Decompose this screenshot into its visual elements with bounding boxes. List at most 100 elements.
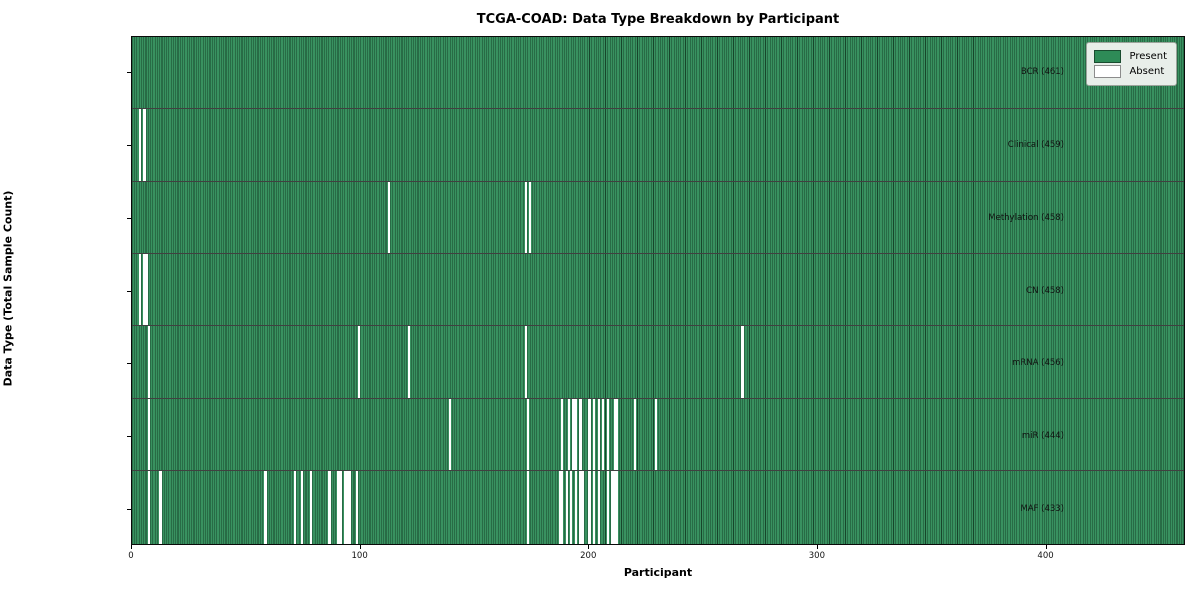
absent-bar	[606, 398, 609, 471]
absent-bar	[344, 471, 347, 544]
absent-bar	[588, 471, 591, 544]
absent-bar	[524, 326, 527, 398]
absent-bar	[145, 254, 148, 326]
y-tick-mark	[127, 508, 131, 510]
absent-bar	[339, 471, 342, 544]
chart-title: TCGA-COAD: Data Type Breakdown by Partic…	[476, 12, 840, 27]
absent-bar	[741, 326, 744, 398]
absent-bar	[561, 471, 564, 544]
present-cells	[132, 254, 1184, 326]
absent-bar	[449, 398, 452, 471]
absent-bar	[602, 398, 605, 471]
absent-bar	[572, 398, 575, 471]
y-tick-mark	[127, 290, 131, 292]
y-tick-label-methylation: Methylation (458)	[988, 212, 1064, 223]
plot-area: Present Absent	[131, 36, 1185, 545]
y-tick-mark	[127, 145, 131, 147]
absent-bar	[294, 471, 297, 544]
absent-bar	[567, 398, 571, 471]
absent-bar	[613, 471, 616, 544]
present-cells	[132, 471, 1184, 544]
absent-bar	[579, 471, 582, 544]
absent-bar	[387, 181, 390, 254]
absent-bar	[588, 398, 591, 471]
absent-bar	[337, 471, 340, 544]
y-tick-mark	[127, 435, 131, 437]
absent-bar	[348, 471, 352, 544]
absent-bar	[328, 471, 331, 544]
x-tick-mark	[131, 545, 132, 549]
absent-bar	[574, 398, 577, 471]
y-tick-label-clinical: Clinical (459)	[1007, 140, 1064, 151]
x-tick-label-0: 0	[128, 551, 134, 561]
absent-bar	[615, 398, 619, 471]
heatmap-rows	[132, 37, 1184, 544]
x-tick-mark	[588, 545, 590, 549]
x-tick-mark	[816, 545, 818, 549]
y-tick-label-bcr: BCR (461)	[1020, 67, 1064, 78]
absent-bar	[138, 254, 142, 326]
absent-bar	[300, 471, 304, 544]
legend-swatch-absent	[1094, 65, 1122, 78]
absent-bar	[634, 398, 637, 471]
absent-bar	[611, 471, 614, 544]
present-cells	[132, 37, 1184, 109]
absent-bar	[143, 109, 146, 181]
present-cells	[132, 326, 1184, 398]
absent-bar	[147, 398, 151, 471]
present-cells	[132, 398, 1184, 471]
absent-bar	[592, 398, 596, 471]
y-tick-label-mir: miR (444)	[1021, 430, 1064, 441]
heatmap-row-cn	[132, 254, 1184, 327]
present-cells	[132, 109, 1184, 181]
absent-bar	[592, 471, 596, 544]
absent-bar	[159, 471, 162, 544]
absent-bar	[309, 471, 313, 544]
absent-bar	[524, 181, 527, 254]
absent-bar	[565, 471, 568, 544]
absent-bar	[357, 326, 361, 398]
y-tick-mark	[127, 217, 131, 219]
legend-label: Present	[1129, 51, 1167, 62]
absent-bar	[529, 181, 532, 254]
absent-bar	[408, 326, 411, 398]
y-tick-mark	[127, 363, 131, 365]
x-tick-mark	[1045, 545, 1047, 549]
absent-bar	[606, 471, 609, 544]
absent-bar	[526, 398, 530, 471]
legend: Present Absent	[1086, 42, 1177, 86]
y-tick-label-cn: CN (458)	[1026, 285, 1064, 296]
heatmap-row-bcr	[132, 37, 1184, 110]
y-tick-label-maf: MAF (433)	[1020, 503, 1064, 514]
absent-bar	[570, 471, 573, 544]
absent-bar	[613, 398, 616, 471]
absent-bar	[597, 471, 600, 544]
legend-entry-absent: Absent	[1094, 65, 1167, 78]
absent-bar	[355, 471, 358, 544]
heatmap-row-mir	[132, 398, 1184, 472]
absent-bar	[264, 471, 267, 544]
y-tick-label-mrna: mRNA (456)	[1012, 358, 1064, 369]
x-tick-label-200: 200	[580, 551, 597, 561]
absent-bar	[561, 398, 564, 471]
heatmap-row-methylation	[132, 181, 1184, 255]
absent-bar	[579, 398, 582, 471]
absent-bar	[138, 109, 142, 181]
x-axis-label: Participant	[623, 566, 693, 579]
x-tick-label-300: 300	[808, 551, 825, 561]
absent-bar	[143, 254, 146, 326]
y-tick-mark	[127, 72, 131, 74]
legend-entry-present: Present	[1094, 50, 1167, 63]
legend-swatch-present	[1094, 50, 1122, 63]
heatmap-row-clinical	[132, 109, 1184, 182]
absent-bar	[654, 398, 657, 471]
absent-bar	[147, 471, 151, 544]
y-axis-label: Data Type (Total Sample Count)	[1, 190, 15, 387]
x-tick-label-100: 100	[351, 551, 368, 561]
present-cells	[132, 181, 1184, 254]
absent-bar	[346, 471, 349, 544]
x-tick-mark	[359, 545, 361, 549]
legend-label: Absent	[1129, 66, 1165, 77]
x-tick-label-400: 400	[1037, 551, 1054, 561]
heatmap-row-maf	[132, 471, 1184, 544]
